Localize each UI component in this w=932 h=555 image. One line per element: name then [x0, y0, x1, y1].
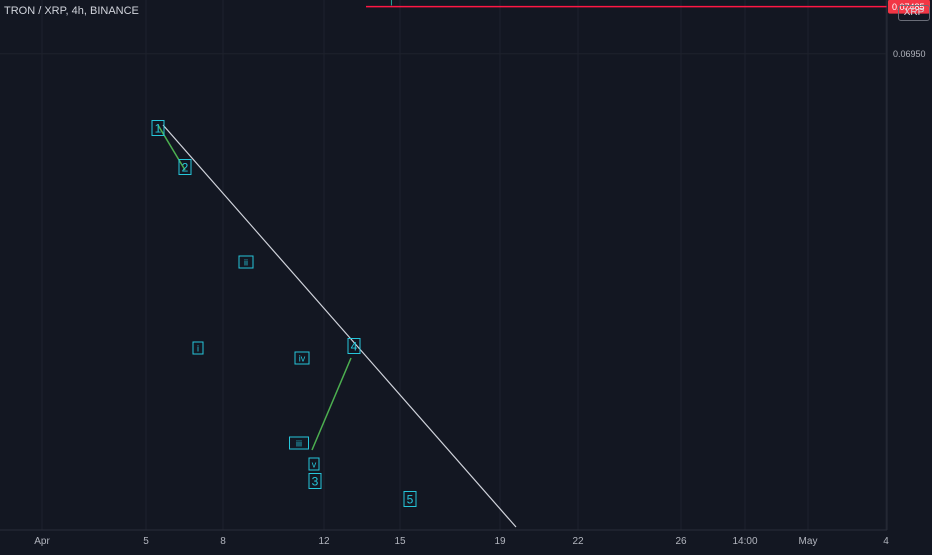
wave-label: v: [312, 460, 317, 470]
wave-label: iv: [299, 354, 306, 364]
price-axis[interactable]: 0.230000.210000.180000.170000.160000.150…: [849, 0, 932, 550]
wave-label: 5: [407, 493, 414, 507]
wave-label-box: [238, 255, 254, 269]
wave-label: i: [197, 344, 199, 354]
wave-label: 1: [155, 122, 162, 136]
wave-label-box: [178, 159, 192, 175]
time-tick-label: 12: [318, 536, 330, 547]
wave-label-box: [308, 457, 320, 471]
time-tick-label: 22: [572, 536, 584, 547]
wave-label-box: [192, 341, 204, 355]
trendline: [162, 124, 517, 528]
wave-label-box: [403, 491, 417, 507]
price-tick-label: 0.06950: [893, 49, 926, 59]
wave-label: 3: [312, 475, 319, 489]
wave-label: ii: [244, 258, 248, 268]
price-axis-bg: [887, 0, 932, 550]
time-tick-label: 15: [394, 536, 406, 547]
time-tick-label: 26: [675, 536, 687, 547]
wave-label: 2: [182, 161, 189, 175]
currency-badge[interactable]: XRP: [898, 5, 930, 21]
chart-title: TRON / XRP, 4h, BINANCE: [4, 5, 139, 17]
impulse-line-1: [157, 124, 186, 171]
impulse-line-2: [311, 357, 352, 451]
time-tick-label: 4: [883, 536, 889, 547]
time-tick-label: 8: [220, 536, 226, 547]
time-tick-label: 5: [143, 536, 149, 547]
wave-label-box: [289, 436, 309, 450]
time-tick-label: 19: [494, 536, 506, 547]
time-tick-label: 14:00: [732, 536, 757, 547]
wave-label-box: [151, 120, 165, 136]
time-axis[interactable]: Apr 5 8 12 15 19 22 26 14:00 May 4: [0, 529, 889, 547]
wave-label: iii: [296, 439, 302, 449]
wave-label-box: [347, 338, 361, 354]
drawings[interactable]: [0, 0, 887, 528]
wave-label-box: [308, 473, 322, 489]
wave-label-box: [294, 351, 310, 365]
support-price-label: 0.07485: [892, 2, 925, 12]
time-tick-label: Apr: [34, 536, 50, 547]
grid: [0, 0, 887, 530]
wave-label: 4: [351, 340, 358, 354]
time-tick-label: May: [799, 536, 818, 547]
